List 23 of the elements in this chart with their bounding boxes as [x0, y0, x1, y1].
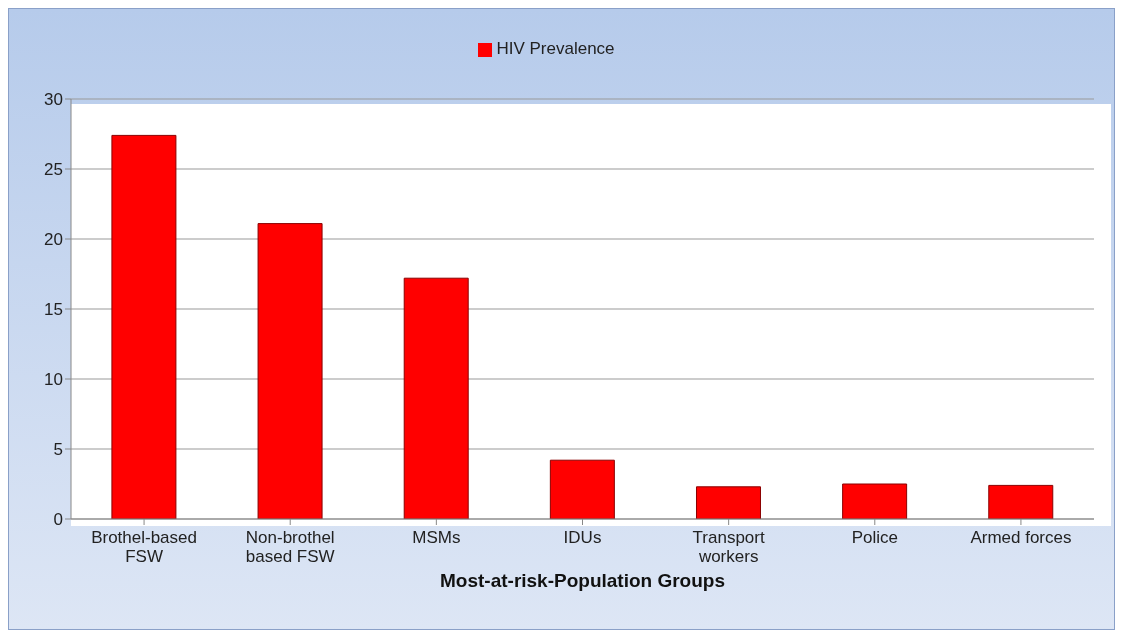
- bar: [695, 486, 761, 519]
- y-tick-label: 10: [44, 370, 63, 390]
- y-tick-label: 5: [53, 440, 63, 460]
- y-tick-label: 25: [44, 160, 63, 180]
- y-tick-label: 15: [44, 300, 63, 320]
- x-tick-label: Non-brothel based FSW: [245, 528, 335, 566]
- y-tick-label: 20: [44, 230, 63, 250]
- x-tick-label: Police: [851, 528, 898, 547]
- y-tick-label: 30: [44, 90, 63, 110]
- x-tick-label: IDUs: [563, 528, 602, 547]
- x-tick-label: MSMs: [412, 528, 461, 547]
- bar: [257, 223, 323, 519]
- x-axis-title: Most-at-risk-Population Groups: [440, 570, 725, 591]
- bar: [403, 277, 469, 519]
- bar: [842, 483, 908, 519]
- bar: [988, 484, 1054, 519]
- y-tick-label: 0: [53, 510, 63, 530]
- x-tick-label: Armed forces: [970, 528, 1072, 547]
- x-tick-label: Brothel-based FSW: [91, 528, 197, 566]
- bar: [111, 134, 177, 519]
- bar: [549, 459, 615, 519]
- legend-label: HIV Prevalence: [496, 39, 615, 58]
- x-tick-label: Transport workers: [692, 528, 765, 566]
